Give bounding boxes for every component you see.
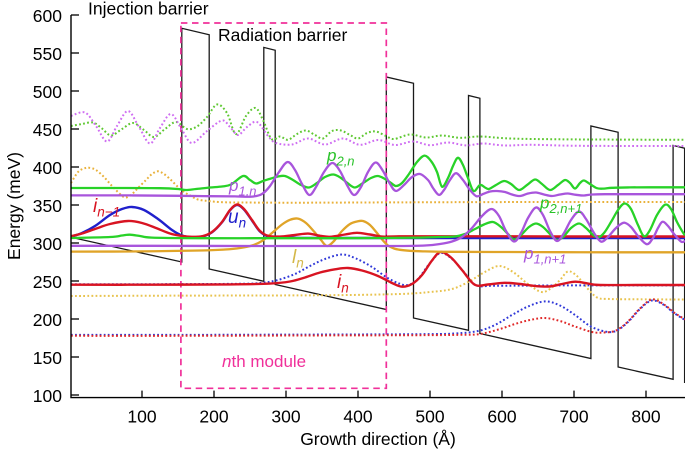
- svg-text:350: 350: [33, 196, 62, 216]
- svg-text:500: 500: [415, 407, 444, 427]
- svg-text:400: 400: [33, 158, 62, 178]
- svg-text:550: 550: [33, 44, 62, 64]
- svg-text:150: 150: [33, 348, 62, 368]
- svg-text:100: 100: [33, 386, 62, 406]
- svg-text:in: in: [337, 272, 349, 296]
- svg-text:600: 600: [33, 6, 62, 26]
- svg-text:400: 400: [343, 407, 372, 427]
- svg-text:450: 450: [33, 120, 62, 140]
- svg-text:ln: ln: [292, 247, 304, 271]
- svg-text:Radiation barrier: Radiation barrier: [218, 25, 348, 45]
- svg-text:250: 250: [33, 272, 62, 292]
- svg-text:Injection barrier: Injection barrier: [88, 0, 209, 19]
- svg-text:800: 800: [631, 407, 660, 427]
- svg-text:200: 200: [33, 310, 62, 330]
- svg-text:100: 100: [127, 407, 156, 427]
- svg-text:Growth direction (Å): Growth direction (Å): [300, 429, 456, 449]
- svg-text:nth module: nth module: [222, 352, 306, 371]
- svg-text:300: 300: [271, 407, 300, 427]
- svg-text:700: 700: [559, 407, 588, 427]
- svg-text:500: 500: [33, 82, 62, 102]
- svg-text:300: 300: [33, 234, 62, 254]
- svg-text:600: 600: [487, 407, 516, 427]
- svg-text:Energy (meV): Energy (meV): [4, 152, 24, 260]
- svg-text:200: 200: [199, 407, 228, 427]
